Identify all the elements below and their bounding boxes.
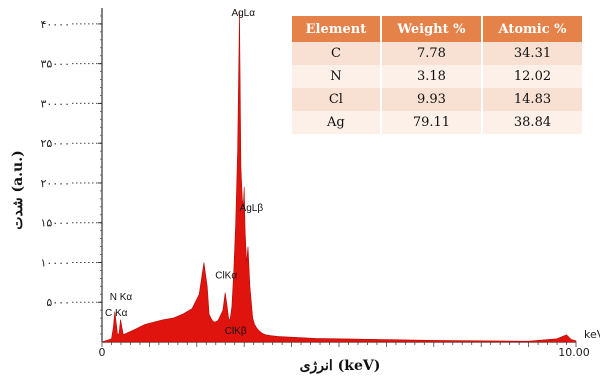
y-tick-label: ۲۰۰۰۰ xyxy=(40,177,70,190)
peak-label: AgLα xyxy=(231,8,255,19)
peak-label: C Kα xyxy=(105,308,128,319)
cell-weight: 9.93 xyxy=(380,88,484,111)
header-atomic: Atomic % xyxy=(482,16,584,42)
cell-element: Cl xyxy=(292,88,382,111)
y-tick-label: ۳۰۰۰۰ xyxy=(40,97,70,110)
peak-label: ClKβ xyxy=(225,326,247,337)
cell-atomic: 12.02 xyxy=(482,65,584,88)
cell-atomic: 34.31 xyxy=(482,42,584,65)
peak-label: ClKα xyxy=(215,270,237,281)
x-tick-label: 10.00 xyxy=(558,346,590,359)
x-tick-label: 0 xyxy=(99,346,106,359)
spectrum-area xyxy=(101,11,577,343)
cell-atomic: 14.83 xyxy=(482,88,584,111)
cell-weight: 79.11 xyxy=(380,111,484,134)
table-row: Cl 9.93 14.83 xyxy=(292,88,584,111)
peak-label: N Kα xyxy=(110,292,133,303)
y-axis: ۴۰۰۰۰ ۳۵۰۰۰ ۳۰۰۰۰ ۲۵۰۰۰ ۲۰۰۰۰ ۱۵۰۰۰ ۱۰۰۰۰ ۵۰۰۰ xyxy=(40,8,103,342)
cell-atomic: 38.84 xyxy=(482,111,584,134)
header-weight: Weight % xyxy=(380,16,484,42)
y-tick-label: ۱۵۰۰۰ xyxy=(40,217,70,230)
cell-element: C xyxy=(292,42,382,65)
cell-weight: 3.18 xyxy=(380,65,484,88)
table-row: Ag 79.11 38.84 xyxy=(292,111,584,134)
composition-table: Element Weight % Atomic % C 7.78 34.31 N… xyxy=(292,16,584,134)
cell-element: N xyxy=(292,65,382,88)
table-row: N 3.18 12.02 xyxy=(292,65,584,88)
y-axis-title: شدت (a.u.) xyxy=(10,150,26,229)
peak-label: AgLβ xyxy=(240,203,264,214)
y-tick-label: ۲۵۰۰۰ xyxy=(40,137,70,150)
table-header-row: Element Weight % Atomic % xyxy=(292,16,584,42)
y-tick-label: ۴۰۰۰۰ xyxy=(40,18,70,31)
x-axis-title: انرژی (keV) xyxy=(300,358,381,374)
composition-table-container: Element Weight % Atomic % C 7.78 34.31 N… xyxy=(292,16,584,134)
header-element: Element xyxy=(292,16,382,42)
y-tick-label: ۵۰۰۰ xyxy=(46,296,70,309)
cell-weight: 7.78 xyxy=(380,42,484,65)
cell-element: Ag xyxy=(292,111,382,134)
x-unit-label: keV xyxy=(584,328,600,341)
table-row: C 7.78 34.31 xyxy=(292,42,584,65)
y-tick-label: ۳۵۰۰۰ xyxy=(40,58,70,71)
y-tick-label: ۱۰۰۰۰ xyxy=(40,256,70,269)
